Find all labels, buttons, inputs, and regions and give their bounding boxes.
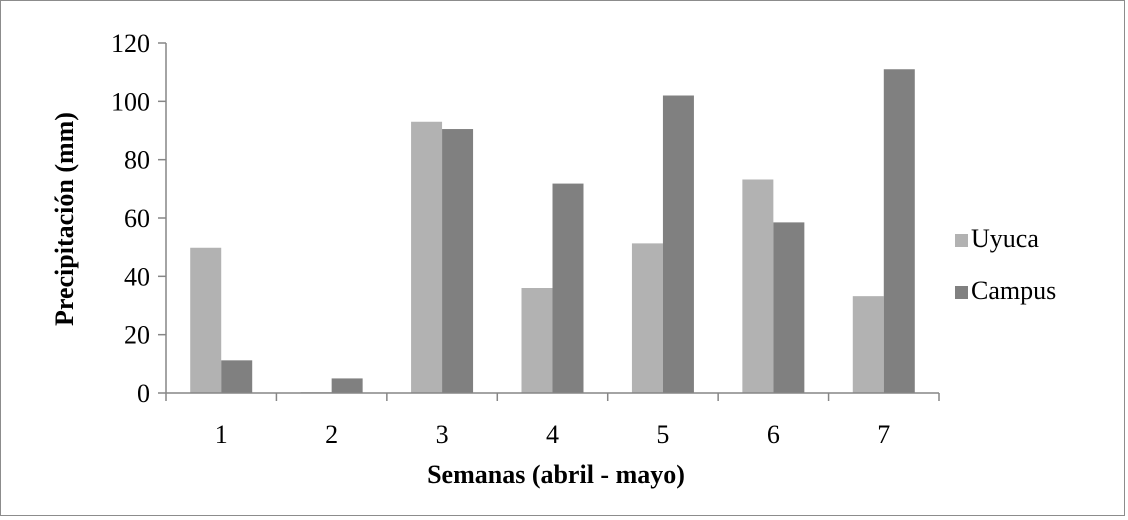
bar-campus-1: [221, 360, 253, 393]
bar-uyuca-1: [190, 247, 222, 393]
y-tick-label: 0: [137, 379, 150, 408]
y-tick-label: 120: [111, 29, 150, 58]
x-tick-label: 2: [325, 420, 338, 449]
x-tick-label: 1: [215, 420, 228, 449]
bars-layer: [190, 69, 915, 393]
bar-campus-2: [331, 378, 363, 393]
x-tick-label: 6: [767, 420, 780, 449]
y-tick-label: 80: [124, 146, 150, 175]
x-tick-label: 5: [656, 420, 669, 449]
y-tick-label: 20: [124, 321, 150, 350]
y-tick-label: 100: [111, 87, 150, 116]
bar-campus-3: [442, 129, 474, 393]
legend-label-campus: Campus: [971, 276, 1056, 305]
bar-uyuca-3: [411, 121, 443, 393]
y-tick-label: 40: [124, 262, 150, 291]
x-tick-label: 7: [877, 420, 890, 449]
x-tick-label: 3: [436, 420, 449, 449]
bar-campus-5: [662, 95, 694, 393]
x-axis-title: Semanas (abril - mayo): [427, 460, 685, 489]
legend-label-uyuca: Uyuca: [971, 224, 1039, 253]
legend: Uyuca Campus: [955, 224, 1056, 305]
bar-uyuca-7: [852, 296, 884, 393]
legend-swatch-uyuca: [955, 234, 968, 247]
bar-campus-6: [773, 222, 805, 393]
bar-uyuca-6: [742, 179, 774, 393]
legend-swatch-campus: [955, 286, 968, 299]
y-ticks: 0 20 40 60 80 100 120: [111, 29, 166, 408]
x-ticks: 1 2 3 4 5 6 7: [165, 393, 940, 449]
bar-campus-4: [552, 183, 584, 393]
y-axis-title: Precipitación (mm): [50, 112, 79, 326]
bar-campus-7: [883, 69, 915, 393]
bar-uyuca-4: [521, 288, 553, 393]
x-tick-label: 4: [546, 420, 559, 449]
y-tick-label: 60: [124, 204, 150, 233]
bar-uyuca-5: [631, 243, 663, 393]
